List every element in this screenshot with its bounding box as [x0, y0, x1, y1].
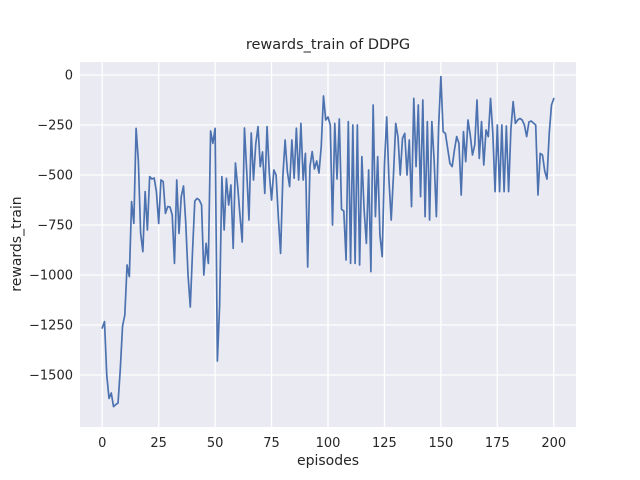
x-tick-label: 125 — [372, 436, 397, 451]
chart-title: rewards_train of DDPG — [246, 37, 410, 53]
x-tick-label: 150 — [428, 436, 453, 451]
gridlines — [80, 62, 576, 427]
y-tick-label: −1250 — [29, 319, 73, 334]
x-tick-label: 200 — [541, 436, 566, 451]
y-axis-label: rewards_train — [9, 196, 25, 291]
x-tick-label: 100 — [316, 436, 341, 451]
tick-labels: 0 25 50 75 100 125 150 175 200 0 −250 −500 −750 −1000… — [29, 69, 566, 452]
y-tick-label: −750 — [37, 219, 73, 234]
y-tick-label: −1500 — [29, 369, 73, 384]
x-tick-label: 75 — [263, 436, 280, 451]
y-tick-label: −500 — [37, 169, 73, 184]
y-tick-label: −250 — [37, 119, 73, 134]
x-tick-label: 0 — [98, 436, 106, 451]
series-line-rewards_train — [101, 75, 555, 408]
x-tick-label: 50 — [207, 436, 224, 451]
x-tick-label: 25 — [150, 436, 167, 451]
x-axis-label: episodes — [297, 453, 359, 469]
data-series — [101, 75, 555, 408]
y-tick-label: −1000 — [29, 269, 73, 284]
x-tick-label: 175 — [485, 436, 510, 451]
y-tick-label: 0 — [65, 69, 73, 84]
